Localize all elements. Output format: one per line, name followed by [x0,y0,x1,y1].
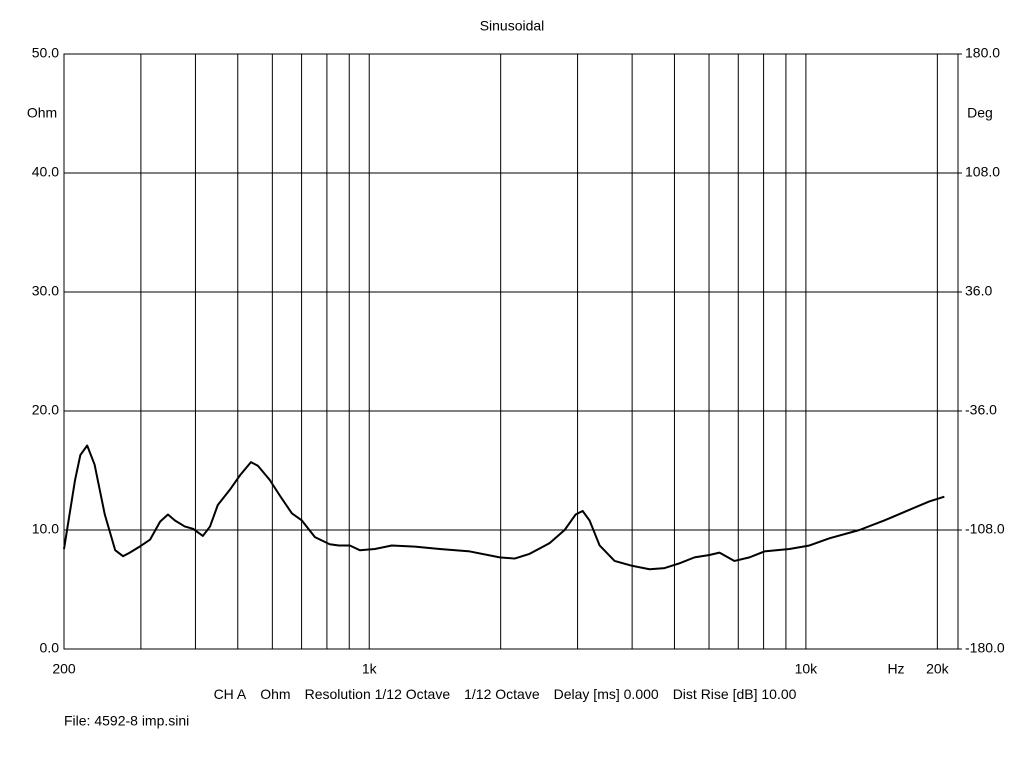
y-tick-label: 10.0 [32,521,59,537]
y2-tick-label: 180.0 [965,45,1000,61]
y2-tick-label: 36.0 [965,283,992,299]
file-label: File: 4592-8 imp.sini [64,713,189,729]
y-tick-label: 20.0 [32,402,59,418]
footer-item: Dist Rise [dB] 10.00 [673,686,797,702]
y-tick-label: 0.0 [40,640,60,656]
x-tick-label: 200 [52,661,76,677]
footer-item: Ohm [260,686,290,702]
y2-axis-label: Deg [967,105,993,121]
y-tick-label: 50.0 [32,45,59,61]
footer-item: Delay [ms] 0.000 [554,686,659,702]
chart-title: Sinusoidal [480,18,545,34]
x-unit-label: Hz [887,661,904,677]
y-tick-label: 30.0 [32,283,59,299]
x-tick-label: 1k [362,661,378,677]
footer-line: CH A Ohm Resolution 1/12 Octave 1/12 Octave… [214,686,797,702]
footer-item: CH A [214,686,247,702]
y-tick-label: 40.0 [32,164,59,180]
y2-tick-label: -108.0 [965,521,1005,537]
x-tick-label: 10k [795,661,819,677]
y2-tick-label: -36.0 [965,402,997,418]
impedance-curve [63,444,945,571]
y-axis-label: Ohm [27,105,57,121]
footer-item: 1/12 Octave [464,686,540,702]
y2-tick-label: -180.0 [965,640,1005,656]
footer-item: Resolution 1/12 Octave [305,686,451,702]
x-tick-label: 20k [926,661,950,677]
plot-frame [63,53,959,650]
y2-tick-label: 108.0 [965,164,1000,180]
